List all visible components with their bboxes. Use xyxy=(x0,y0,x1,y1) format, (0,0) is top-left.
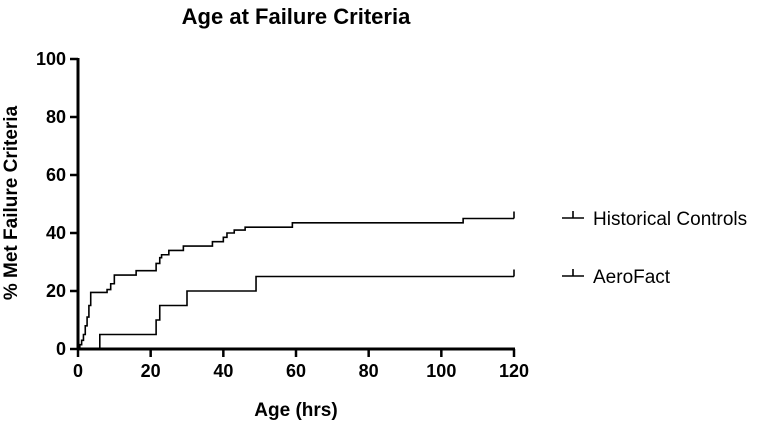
series-line-historical-controls xyxy=(78,217,514,350)
y-axis-label: % Met Failure Criteria xyxy=(1,105,22,300)
x-tick-label: 80 xyxy=(359,361,379,381)
series-line-aerofact xyxy=(78,275,514,350)
x-tick-label: 0 xyxy=(73,361,83,381)
legend-item-historical-controls: Historical Controls xyxy=(562,209,747,230)
y-tick-label: 100 xyxy=(36,49,66,69)
y-tick-label: 60 xyxy=(46,165,66,185)
legend-swatch xyxy=(562,269,584,277)
legend-label: Historical Controls xyxy=(593,209,747,230)
y-axis: 0 20 40 60 80 100 xyxy=(36,49,80,359)
chart-title: Age at Failure Criteria xyxy=(182,4,411,29)
legend-swatch xyxy=(562,211,584,219)
x-tick-label: 120 xyxy=(499,361,529,381)
legend: Historical Controls AeroFact xyxy=(562,209,747,288)
x-tick-label: 60 xyxy=(286,361,306,381)
x-axis-label: Age (hrs) xyxy=(254,400,337,421)
x-tick-label: 100 xyxy=(426,361,456,381)
y-tick-label: 40 xyxy=(46,223,66,243)
y-tick-label: 20 xyxy=(46,281,66,301)
series-layer xyxy=(78,211,515,350)
y-tick-label: 0 xyxy=(56,339,66,359)
legend-label: AeroFact xyxy=(593,267,671,288)
x-tick-label: 40 xyxy=(213,361,233,381)
legend-item-aerofact: AeroFact xyxy=(562,267,671,288)
x-axis: 0 20 40 60 80 100 120 xyxy=(73,347,529,381)
x-tick-label: 20 xyxy=(141,361,161,381)
y-tick-label: 80 xyxy=(46,107,66,127)
